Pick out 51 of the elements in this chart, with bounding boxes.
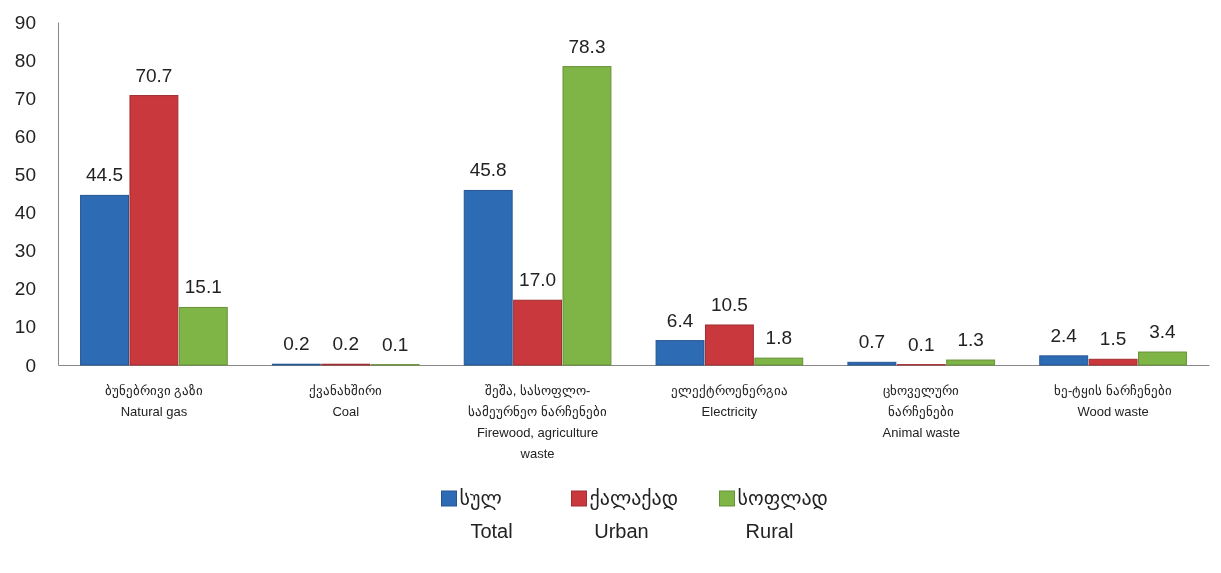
bar: [80, 194, 129, 366]
bar: [655, 340, 705, 366]
y-tick-label: 90: [14, 11, 36, 33]
x-tick-label: ბუნებრივი გაზი Natural gas: [104, 383, 204, 419]
y-tick-label: 10: [14, 316, 36, 338]
legend-label: სულ Total: [459, 486, 513, 542]
bar: [562, 66, 612, 366]
text: 2.4: [1050, 324, 1077, 346]
y-tick-label: 0: [25, 354, 36, 376]
bar: [1039, 355, 1089, 366]
bar: [754, 357, 804, 366]
x-tick-label: ხე-ტყის ნარჩენები Wood waste: [1054, 383, 1173, 419]
text: 6.4: [666, 309, 694, 331]
text: 0.2: [283, 333, 310, 355]
text: 0.7: [858, 331, 886, 353]
text: 78.3: [568, 35, 606, 57]
y-tick-label: 60: [14, 125, 36, 147]
bar: [178, 306, 228, 366]
legend-label: სოფლად Rural: [737, 486, 828, 542]
y-tick-label: 30: [14, 240, 36, 262]
y-tick-label: 40: [14, 202, 36, 224]
bar: [704, 324, 754, 366]
bar: [946, 359, 996, 366]
text: 3.4: [1149, 321, 1176, 343]
y-tick-label: 20: [14, 278, 36, 300]
y-tick-label: 80: [14, 49, 36, 71]
text: 15.1: [184, 276, 222, 298]
x-tick-label: ცხოველური ნარჩენები Animal waste: [882, 383, 960, 440]
text: 44.5: [86, 164, 124, 186]
x-tick-label: შეშა, სასოფლო- სამეურნეო ნარჩენები Firewood, agriculture waste: [468, 383, 607, 461]
text: 1.8: [765, 327, 793, 349]
text: 17.0: [519, 269, 557, 291]
bar: [1138, 351, 1187, 366]
y-tick-label: 50: [14, 164, 36, 186]
x-tick-label: ელექტროენერგია Electricity: [670, 383, 788, 419]
text: 0.1: [381, 333, 409, 355]
text: 0.1: [908, 333, 935, 355]
text: 1.3: [957, 329, 984, 351]
bar: [463, 189, 513, 366]
y-tick-label: 70: [14, 87, 36, 109]
text: 1.5: [1099, 328, 1127, 350]
text: 45.8: [469, 159, 507, 181]
text: 10.5: [710, 293, 748, 315]
bar: [513, 299, 563, 366]
x-tick-label: ქვანახშირი Coal: [309, 383, 383, 419]
text: 0.2: [332, 333, 359, 355]
text: 70.7: [135, 64, 173, 86]
bar: [129, 95, 179, 366]
bar: [847, 361, 897, 366]
legend-label: ქალაქად Urban: [589, 486, 679, 542]
bar: [1088, 358, 1138, 366]
